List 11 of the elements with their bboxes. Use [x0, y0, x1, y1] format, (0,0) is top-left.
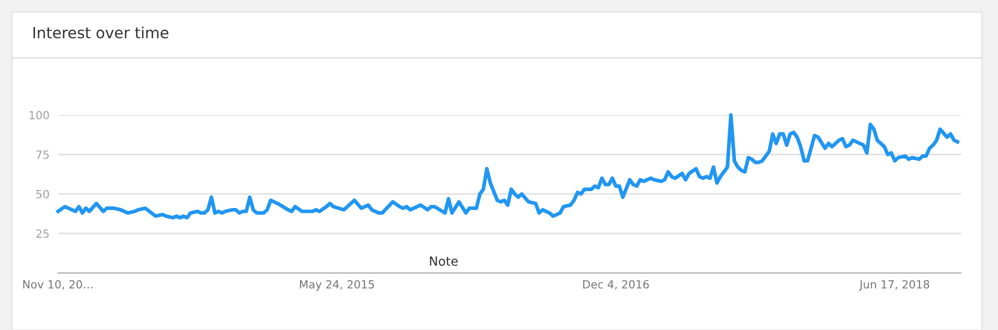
annotation: Note — [430, 256, 458, 266]
line-series — [56, 113, 960, 220]
x-tick-label: Jun 17, 2018 — [858, 280, 930, 291]
y-tick-label: 75 — [36, 150, 49, 159]
y-tick-label: 100 — [30, 110, 49, 120]
y-tick-label: 25 — [36, 229, 49, 238]
x-tick-label: May 24, 2015 — [300, 280, 374, 291]
x-tick-label: Nov 10, 20… — [23, 280, 93, 290]
chart-title: Interest over time — [34, 26, 168, 38]
x-tick-label: Dec 4, 2016 — [583, 280, 649, 290]
y-tick-label: 50 — [36, 190, 49, 198]
